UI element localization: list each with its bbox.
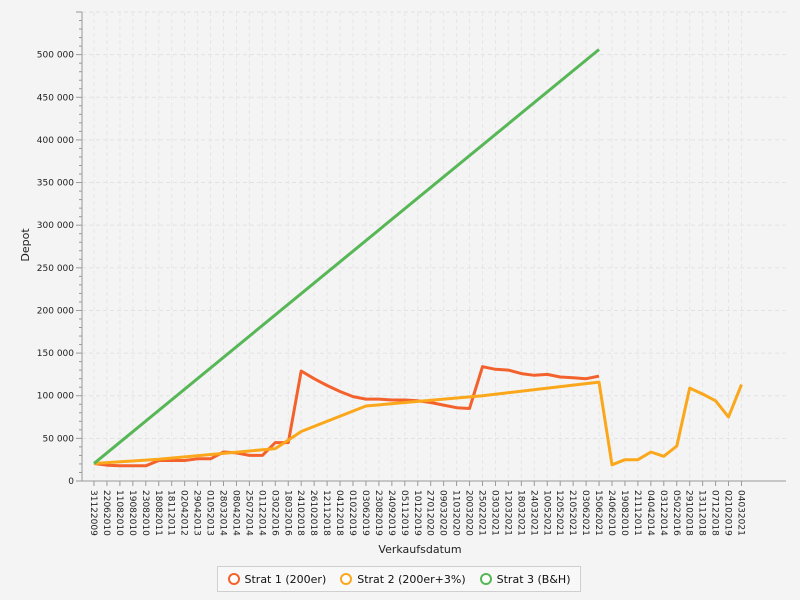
x-tick-label: 02042012 xyxy=(179,490,189,536)
x-tick-label: 25022021 xyxy=(477,490,487,536)
x-tick-label: 21112011 xyxy=(632,490,642,536)
x-tick-label: 10052021 xyxy=(541,490,551,536)
legend-item-strat2: Strat 2 (200er+3%) xyxy=(340,572,466,586)
legend-symbol xyxy=(227,573,240,585)
x-tick-label: 11082010 xyxy=(114,490,124,536)
x-tick-label: 29042013 xyxy=(192,490,202,536)
legend-label: Strat 2 (200er+3%) xyxy=(357,572,466,586)
x-tick-label: 19082010 xyxy=(127,490,137,536)
x-tick-label: 23082010 xyxy=(140,490,150,536)
y-tick-label: 450 000 xyxy=(37,93,74,103)
series-line-1 xyxy=(93,365,600,468)
x-tick-label: 21052021 xyxy=(567,490,577,536)
x-tick-label: 15062021 xyxy=(593,490,603,536)
x-tick-label: 12052021 xyxy=(554,490,564,536)
x-tick-label: 05112019 xyxy=(399,490,409,536)
series-line-2 xyxy=(93,380,743,467)
x-tick-label: 29102018 xyxy=(684,490,694,536)
legend-item-strat3: Strat 3 (B&H) xyxy=(479,572,571,586)
x-axis: 31122009 22062010 11082010 19082010 23082010… xyxy=(82,480,786,536)
x-tick-label: 19082010 xyxy=(619,490,629,536)
x-tick-label: 04032021 xyxy=(736,490,746,536)
x-tick-label: 03022016 xyxy=(269,490,279,536)
x-axis-title: Verkaufsdatum xyxy=(378,543,461,556)
x-tick-label: 18082011 xyxy=(153,490,163,536)
x-tick-label: 12112018 xyxy=(321,490,331,536)
legend-label: Strat 1 (200er) xyxy=(244,572,327,586)
x-tick-label: 09032020 xyxy=(438,490,448,536)
y-axis-title: Depot xyxy=(19,228,32,262)
x-tick-label: 03062019 xyxy=(360,490,370,536)
x-tick-label: 04042014 xyxy=(645,490,655,536)
legend-label: Strat 3 (B&H) xyxy=(496,572,571,586)
y-tick-label: 100 000 xyxy=(37,392,74,402)
x-tick-label: 03032021 xyxy=(489,490,499,536)
x-tick-label: 01052013 xyxy=(205,490,215,536)
x-tick-label: 05022016 xyxy=(671,490,681,536)
x-tick-label: 24102018 xyxy=(295,490,305,536)
plot-area xyxy=(93,48,743,468)
grid xyxy=(82,11,786,481)
series-line-3 xyxy=(93,48,600,465)
x-tick-label: 24032021 xyxy=(528,490,538,536)
legend-symbol xyxy=(340,573,353,585)
y-tick-label: 400 000 xyxy=(37,136,74,146)
x-tick-label: 23082019 xyxy=(373,490,383,536)
legend-symbol xyxy=(479,573,492,585)
x-tick-label: 27012020 xyxy=(425,490,435,536)
y-axis: 0 50 000 100 000 150 000 200 000 250 000 300 0… xyxy=(37,11,83,487)
x-tick-label: 10122019 xyxy=(412,490,422,536)
x-tick-label: 20032020 xyxy=(464,490,474,536)
x-tick-label: 18032021 xyxy=(515,490,525,536)
y-tick-label: 350 000 xyxy=(37,179,74,189)
x-tick-label: 11032020 xyxy=(451,490,461,536)
x-tick-label: 01122014 xyxy=(256,490,266,536)
y-tick-label: 300 000 xyxy=(37,221,74,231)
legend-item-strat1: Strat 1 (200er) xyxy=(227,572,327,586)
x-tick-label: 08042014 xyxy=(230,490,240,536)
y-tick-label: 200 000 xyxy=(37,306,74,316)
y-tick-label: 150 000 xyxy=(37,349,74,359)
x-tick-label: 24092019 xyxy=(386,490,396,536)
x-tick-label: 13112018 xyxy=(697,490,707,536)
x-tick-label: 01022019 xyxy=(347,490,357,536)
x-tick-label: 12032021 xyxy=(502,490,512,536)
y-tick-label: 250 000 xyxy=(37,264,74,274)
x-tick-label: 22062010 xyxy=(101,490,111,536)
x-tick-label: 03062021 xyxy=(580,490,590,536)
x-tick-label: 04122018 xyxy=(334,490,344,536)
y-tick-label: 50 000 xyxy=(43,434,75,444)
y-tick-label: 500 000 xyxy=(37,51,74,61)
x-tick-label: 24062010 xyxy=(606,490,616,536)
x-tick-label: 03122014 xyxy=(658,490,668,536)
x-tick-label: 18032016 xyxy=(282,490,292,536)
x-tick-label: 26102018 xyxy=(308,490,318,536)
x-tick-label: 07122018 xyxy=(710,490,720,536)
x-tick-label: 02102019 xyxy=(723,490,733,536)
y-tick-label: 0 xyxy=(68,477,74,487)
x-tick-label: 28032014 xyxy=(218,490,228,536)
x-tick-label: 31122009 xyxy=(88,490,98,536)
x-tick-label: 25072014 xyxy=(243,490,253,536)
x-tick-label: 18112011 xyxy=(166,490,176,536)
legend: Strat 1 (200er) Strat 2 (200er+3%) Strat… xyxy=(217,566,581,592)
